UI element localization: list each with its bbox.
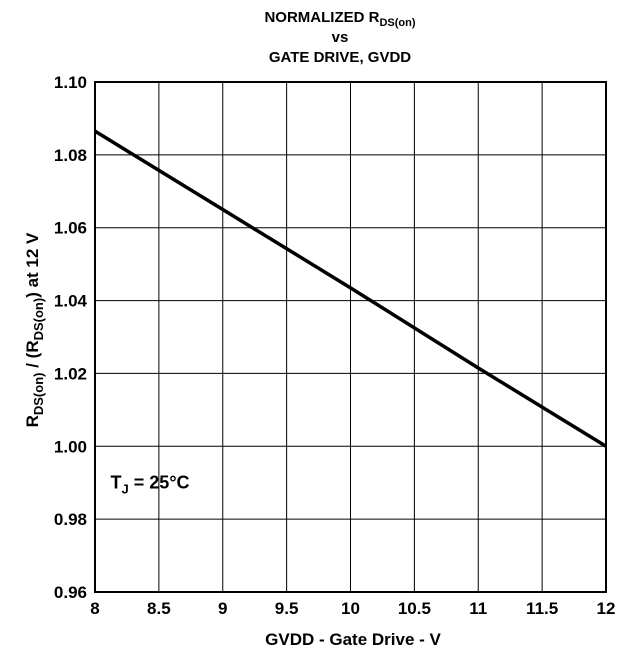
chart-title-line2: vs bbox=[332, 29, 349, 46]
x-axis-label: GVDD - Gate Drive - V bbox=[265, 630, 441, 649]
series-group bbox=[94, 129, 607, 448]
chart-title-line1: NORMALIZED RDS(on) bbox=[264, 9, 415, 29]
plot-frame bbox=[94, 81, 607, 593]
chart-title-main: NORMALIZED R bbox=[264, 9, 379, 26]
y-tick-label: 1.10 bbox=[54, 73, 87, 92]
y-axis-label: RDS(on) / (RDS(on)) at 12 V bbox=[23, 232, 46, 427]
y-tick-label: 1.08 bbox=[54, 146, 87, 165]
chart-title-subscript: DS(on) bbox=[379, 17, 415, 29]
x-tick-label: 8.5 bbox=[147, 599, 171, 618]
x-tick-label: 9.5 bbox=[275, 599, 299, 618]
y-tick-label: 1.06 bbox=[54, 219, 87, 238]
x-tick-label: 10.5 bbox=[398, 599, 431, 618]
x-tick-label: 12 bbox=[597, 599, 616, 618]
x-tick-label: 9 bbox=[218, 599, 227, 618]
y-tick-label: 1.02 bbox=[54, 364, 87, 383]
y-tick-label: 0.98 bbox=[54, 510, 87, 529]
x-tick-labels: 8 8.5 9 9.5 10 10.5 11 11.5 12 bbox=[90, 599, 615, 618]
series-line bbox=[94, 129, 607, 448]
y-tick-label: 1.00 bbox=[54, 437, 87, 456]
x-tick-label: 11 bbox=[469, 599, 487, 618]
y-tick-labels: 0.96 0.98 1.00 1.02 1.04 1.06 1.08 1.10 bbox=[54, 73, 88, 602]
x-tick-label: 11.5 bbox=[526, 599, 558, 618]
y-tick-label: 0.96 bbox=[54, 583, 87, 602]
grid-lines bbox=[94, 81, 607, 593]
junction-temp-annotation: TJ = 25°C bbox=[111, 473, 190, 497]
x-tick-label: 8 bbox=[90, 599, 99, 618]
chart-title-line3: GATE DRIVE, GVDD bbox=[269, 49, 411, 66]
y-tick-label: 1.04 bbox=[54, 292, 88, 311]
x-tick-label: 10 bbox=[341, 599, 360, 618]
